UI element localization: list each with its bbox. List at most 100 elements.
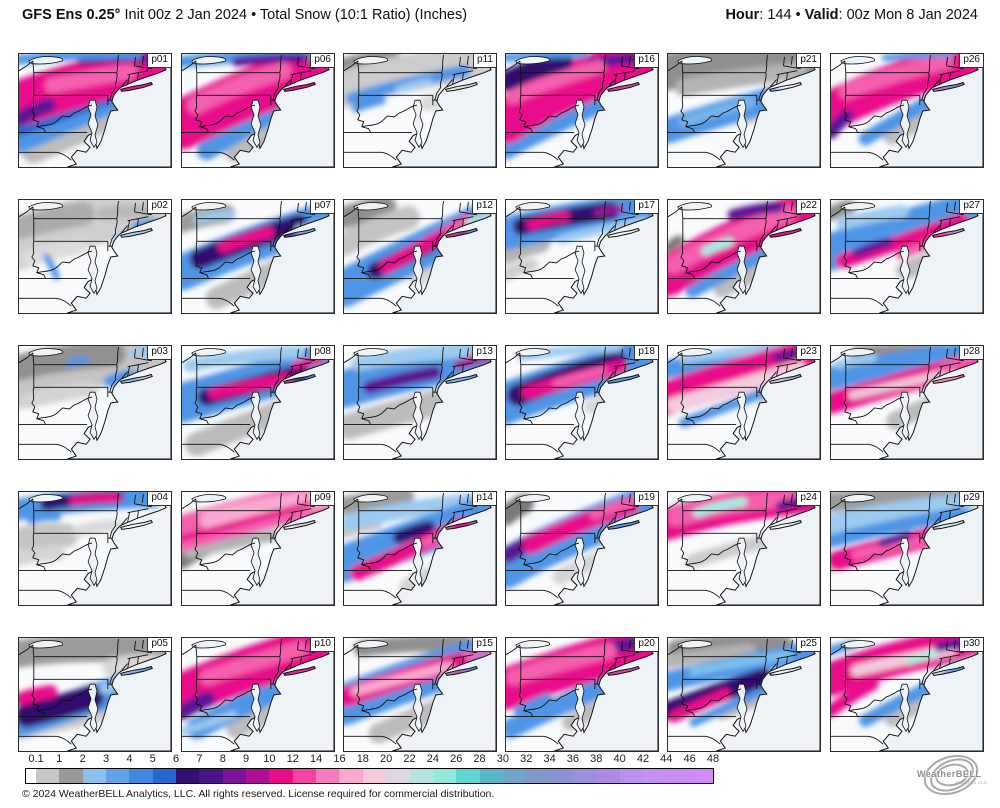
state-borders: [668, 346, 806, 453]
colorbar: [25, 768, 714, 784]
panel-label: p26: [959, 54, 983, 68]
panel-label: p07: [310, 200, 334, 214]
chesapeake-bay: [574, 245, 586, 295]
colorbar-tick: 5: [149, 753, 156, 765]
colorbar-tick: 32: [520, 753, 533, 765]
chesapeake-bay: [87, 537, 99, 587]
panel-label: p15: [472, 638, 496, 652]
lake-ontario: [353, 202, 389, 211]
colorbar-tick: 0.1: [28, 753, 44, 765]
colorbar-segment: [549, 769, 573, 783]
lake-ontario: [28, 640, 64, 649]
state-borders: [831, 492, 969, 599]
colorbar-tick: 28: [473, 753, 486, 765]
chesapeake-bay: [87, 99, 99, 149]
snowfall-map: [506, 346, 658, 459]
state-borders: [344, 638, 482, 745]
panel-label: p22: [796, 200, 820, 214]
ensemble-panel: p20: [505, 637, 659, 752]
colorbar-segment: [106, 769, 130, 783]
chesapeake-bay: [736, 99, 748, 149]
snowfall-map: [668, 492, 820, 605]
colorbar-segment: [222, 769, 247, 783]
colorbar-segment: [642, 769, 667, 783]
colorbar-tick: 48: [706, 753, 720, 765]
state-borders: [831, 346, 969, 453]
hour-value: : 144 •: [759, 7, 805, 23]
lake-ontario: [353, 348, 389, 357]
colorbar-segment: [432, 769, 457, 783]
page-title: GFS Ens 0.25° Init 00z 2 Jan 2024 • Tota…: [22, 7, 467, 23]
panel-label: p30: [959, 638, 983, 652]
state-borders: [668, 638, 806, 745]
snowfall-map: [19, 200, 171, 313]
copyright-text: © 2024 WeatherBELL Analytics, LLC. All r…: [22, 788, 495, 800]
snowfall-map: [19, 492, 171, 605]
ensemble-panel: p09: [181, 491, 335, 606]
colorbar-segment: [362, 769, 387, 783]
snowfall-map: [668, 346, 820, 459]
lake-ontario: [191, 202, 227, 211]
snowfall-map: [344, 638, 496, 751]
colorbar-tick: 10: [263, 753, 276, 765]
ensemble-panel: p14: [343, 491, 497, 606]
lake-ontario: [353, 494, 389, 503]
panel-label: p13: [472, 346, 496, 360]
state-borders: [506, 492, 644, 599]
lake-ontario: [515, 640, 551, 649]
panel-label: p06: [310, 54, 334, 68]
state-borders: [506, 638, 644, 745]
panel-label: p12: [472, 200, 496, 214]
state-borders: [182, 54, 320, 161]
panel-label: p03: [147, 346, 171, 360]
chesapeake-bay: [899, 537, 911, 587]
state-borders: [668, 54, 806, 161]
snowfall-map: [344, 492, 496, 605]
lake-ontario: [28, 348, 64, 357]
panel-label: p20: [634, 638, 658, 652]
colorbar-segment: [619, 769, 643, 783]
snowfall-map: [506, 200, 658, 313]
state-borders: [19, 492, 157, 599]
colorbar-tick: 22: [403, 753, 416, 765]
colorbar-segment: [479, 769, 503, 783]
state-borders: [182, 492, 320, 599]
state-borders: [19, 346, 157, 453]
lake-ontario: [840, 202, 876, 211]
snowfall-map: [831, 346, 983, 459]
snowfall-map: [506, 638, 658, 751]
colorbar-segment: [572, 769, 597, 783]
ensemble-panel: p19: [505, 491, 659, 606]
panel-label: p19: [634, 492, 658, 506]
panel-label: p24: [796, 492, 820, 506]
chesapeake-bay: [736, 537, 748, 587]
chesapeake-bay: [412, 683, 424, 733]
state-borders: [182, 346, 320, 453]
colorbar-segment: [456, 769, 480, 783]
snowfall-map: [831, 638, 983, 751]
colorbar-tick: 4: [126, 753, 133, 765]
lake-ontario: [28, 56, 64, 65]
panel-label: p16: [634, 54, 658, 68]
colorbar-segment: [269, 769, 293, 783]
state-borders: [344, 346, 482, 453]
state-borders: [344, 200, 482, 307]
ensemble-panel: p25: [667, 637, 821, 752]
panel-label: p25: [796, 638, 820, 652]
snowfall-map: [182, 346, 334, 459]
lake-ontario: [353, 640, 389, 649]
state-borders: [19, 200, 157, 307]
lake-ontario: [191, 348, 227, 357]
colorbar-tick: 46: [683, 753, 696, 765]
chesapeake-bay: [412, 245, 424, 295]
lake-ontario: [677, 348, 713, 357]
state-borders: [344, 492, 482, 599]
colorbar-segment: [246, 769, 270, 783]
colorbar-tick: 24: [426, 753, 439, 765]
ensemble-panel: p10: [181, 637, 335, 752]
colorbar-tick: 30: [496, 753, 510, 765]
lake-ontario: [191, 640, 227, 649]
state-borders: [182, 200, 320, 307]
